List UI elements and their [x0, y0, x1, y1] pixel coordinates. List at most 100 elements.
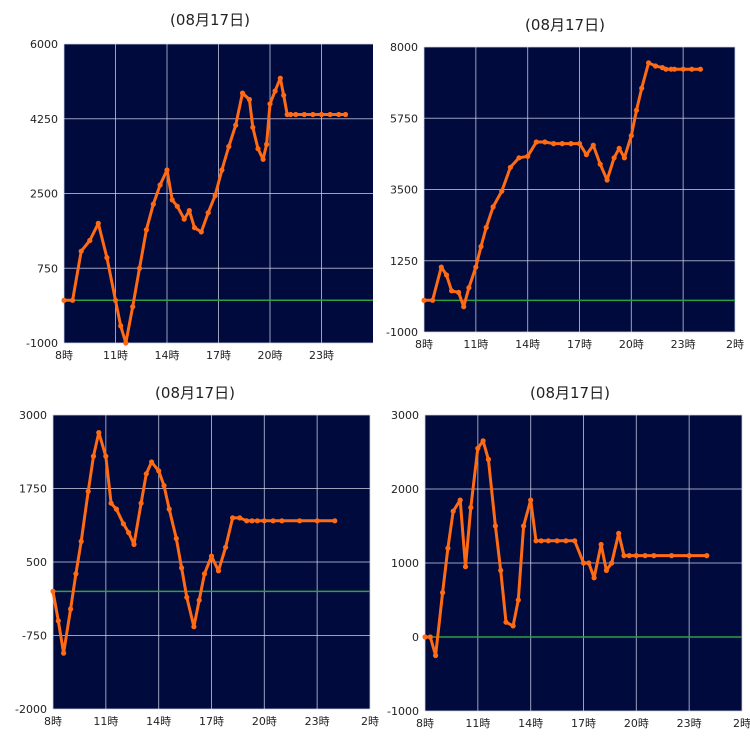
data-point: [516, 155, 522, 161]
data-point: [443, 272, 450, 278]
y-tick-label: 1750: [19, 483, 47, 496]
data-point: [205, 210, 211, 216]
data-point: [131, 541, 137, 548]
data-point: [267, 101, 273, 107]
data-point: [538, 538, 544, 544]
x-tick-label: 20時: [619, 338, 644, 351]
data-point: [120, 521, 126, 527]
data-point: [572, 538, 578, 544]
data-point: [461, 304, 467, 310]
data-point: [689, 66, 695, 72]
x-tick-label: 8時: [415, 338, 433, 351]
data-point: [422, 634, 428, 640]
data-point: [515, 597, 521, 603]
data-point: [260, 156, 266, 162]
data-point: [198, 229, 204, 235]
x-tick-label: 20時: [624, 717, 649, 730]
x-tick-label: 2時: [726, 338, 744, 351]
y-tick-label: 5750: [390, 112, 418, 125]
x-tick-label: 14時: [518, 717, 543, 730]
data-point: [563, 538, 569, 544]
x-tick-label: 14時: [515, 338, 540, 351]
x-tick-label: 8時: [416, 717, 434, 730]
x-tick-label: 11時: [463, 338, 488, 351]
data-point: [136, 265, 143, 271]
data-point: [130, 304, 136, 310]
data-point: [143, 471, 149, 477]
data-point: [208, 553, 215, 559]
data-point: [255, 146, 261, 152]
data-point: [219, 167, 225, 173]
data-point: [281, 92, 287, 98]
data-point: [583, 152, 590, 158]
data-point: [598, 541, 604, 548]
y-tick-label: 500: [26, 556, 47, 569]
data-point: [277, 75, 283, 81]
data-point: [597, 161, 603, 167]
y-tick-label: 3000: [391, 409, 419, 422]
data-point: [604, 177, 610, 183]
data-point: [440, 590, 446, 596]
data-point: [449, 288, 455, 294]
data-point: [87, 237, 93, 244]
data-point: [559, 141, 565, 147]
y-tick-label: 750: [37, 262, 58, 275]
y-tick-label: 3500: [390, 184, 418, 197]
y-tick-label: 2500: [30, 188, 58, 201]
x-tick-label: 23時: [671, 338, 696, 351]
data-point: [551, 141, 557, 147]
x-tick-label: 2時: [361, 715, 379, 728]
data-point: [639, 85, 645, 91]
data-point: [96, 430, 102, 436]
x-tick-label: 23時: [677, 717, 702, 730]
data-point: [621, 553, 627, 559]
data-point: [95, 220, 101, 226]
x-tick-label: 14時: [146, 715, 171, 728]
data-point: [226, 143, 232, 150]
data-point: [161, 483, 167, 489]
data-point: [671, 66, 678, 72]
data-point: [112, 297, 119, 303]
x-tick-label: 11時: [93, 715, 118, 728]
data-point: [288, 111, 294, 118]
data-point: [646, 60, 652, 66]
data-point: [68, 606, 74, 612]
data-point: [156, 468, 162, 474]
data-point: [456, 289, 462, 295]
data-point: [633, 553, 639, 559]
data-point: [478, 243, 484, 250]
data-point: [126, 530, 132, 536]
data-point: [473, 264, 479, 270]
y-tick-label: 8000: [390, 41, 418, 54]
data-point: [244, 518, 250, 524]
data-point: [166, 506, 172, 512]
data-point: [212, 193, 218, 199]
data-point: [466, 285, 472, 291]
data-point: [250, 124, 256, 130]
data-point: [215, 568, 222, 574]
y-tick-label: 3000: [19, 409, 47, 422]
data-point: [78, 248, 84, 254]
data-point: [542, 139, 548, 145]
data-point: [468, 504, 474, 511]
data-point: [433, 652, 439, 659]
data-point: [150, 201, 156, 207]
chart-title: (08月17日): [525, 16, 605, 34]
y-tick-label: 2000: [391, 483, 419, 496]
data-point: [483, 224, 489, 231]
chart-title: (08月17日): [170, 11, 250, 29]
data-point: [254, 518, 260, 524]
data-point: [196, 597, 202, 603]
data-point: [270, 518, 276, 524]
data-point: [528, 497, 534, 503]
data-point: [186, 208, 192, 214]
x-tick-label: 17時: [567, 338, 592, 351]
data-point: [318, 111, 325, 118]
data-point: [485, 456, 491, 462]
x-tick-label: 17時: [199, 715, 224, 728]
data-point: [490, 204, 496, 210]
data-point: [499, 188, 505, 194]
data-point: [554, 538, 560, 544]
